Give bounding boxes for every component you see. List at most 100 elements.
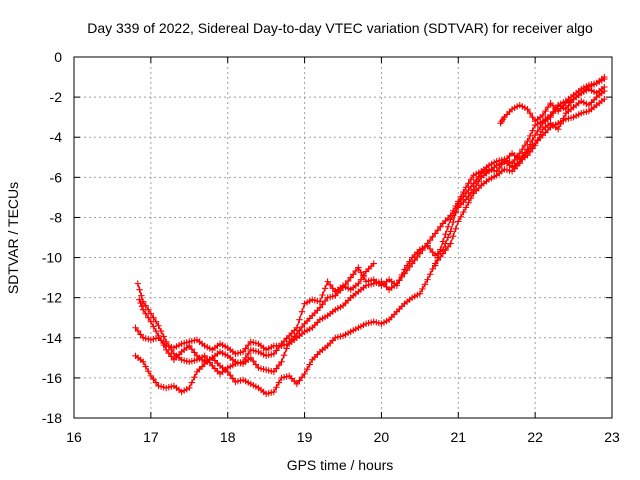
data-point <box>426 245 434 253</box>
data-point <box>242 345 249 352</box>
data-point <box>393 280 400 287</box>
data-point <box>355 280 362 287</box>
data-point <box>247 354 254 362</box>
data-point <box>424 276 431 283</box>
data-point <box>419 247 426 254</box>
series-5 <box>432 87 608 269</box>
data-point <box>280 351 288 359</box>
data-point <box>516 150 523 157</box>
series-4 <box>132 95 608 398</box>
data-point <box>245 341 252 349</box>
data-point <box>531 132 539 139</box>
axis-ticks <box>73 56 613 419</box>
data-point <box>155 322 162 329</box>
data-point <box>424 240 431 247</box>
data-point <box>321 297 329 305</box>
y-tick-label: -8 <box>50 209 63 225</box>
data-point <box>319 301 326 308</box>
x-tick-label: 18 <box>220 429 236 445</box>
data-point <box>539 111 547 119</box>
data-point <box>188 345 196 353</box>
x-tick-label: 20 <box>374 429 390 445</box>
data-point <box>224 368 231 376</box>
x-tick-label: 22 <box>527 429 543 445</box>
data-point <box>473 182 480 189</box>
data-point <box>152 379 160 386</box>
y-tick-label: -4 <box>50 129 63 145</box>
data-point <box>416 250 424 257</box>
data-point <box>534 128 541 135</box>
data-point <box>437 246 444 253</box>
x-axis-label: GPS time / hours <box>287 457 394 473</box>
data-point <box>339 284 347 291</box>
data-point <box>191 374 198 381</box>
tick-labels: 16 17 18 19 20 21 22 23 0 -2 -4 -6 -8 -10 -12 -14 -16 -18 <box>42 49 620 445</box>
series-line <box>137 263 375 375</box>
data-point <box>298 374 306 381</box>
data-point <box>434 226 441 234</box>
data-point <box>452 225 459 233</box>
data-point <box>524 138 531 145</box>
data-point <box>319 291 326 299</box>
data-point <box>419 285 426 293</box>
data-point <box>142 310 149 317</box>
data-point <box>270 368 278 376</box>
data-point <box>278 358 285 366</box>
data-point <box>434 254 441 261</box>
data-point <box>447 228 454 235</box>
data-point <box>191 349 198 356</box>
data-point <box>150 323 157 330</box>
data-point <box>444 243 452 251</box>
data-point <box>521 142 529 149</box>
data-point <box>465 192 472 200</box>
data-point <box>462 204 470 211</box>
data-point <box>531 142 539 149</box>
data-point <box>519 146 526 153</box>
data-point <box>168 353 175 360</box>
data-point <box>439 250 447 257</box>
data-point <box>273 365 280 372</box>
data-point <box>526 109 534 117</box>
data-point <box>296 327 303 334</box>
data-point <box>442 247 449 254</box>
x-tick-label: 17 <box>143 429 159 445</box>
data-point <box>186 384 193 392</box>
data-point <box>560 115 567 122</box>
data-point <box>439 238 447 245</box>
data-point <box>455 218 462 225</box>
data-point <box>403 267 411 274</box>
y-tick-label: -6 <box>50 169 63 185</box>
data-point <box>298 308 306 315</box>
data-point <box>293 380 301 388</box>
data-point <box>142 363 149 370</box>
data-point <box>134 327 142 335</box>
data-point <box>432 262 439 269</box>
data-point <box>416 290 424 297</box>
data-point <box>132 324 139 331</box>
series-group <box>132 73 608 398</box>
data-point <box>601 75 608 83</box>
data-point <box>298 323 306 331</box>
data-point <box>465 199 472 206</box>
data-point <box>350 271 357 278</box>
data-point <box>142 302 149 309</box>
data-point <box>245 350 252 358</box>
data-point <box>414 253 421 261</box>
data-point <box>250 357 257 365</box>
data-point <box>452 208 459 215</box>
data-point <box>152 327 160 335</box>
data-point <box>475 178 482 185</box>
y-tick-label: -10 <box>42 250 62 266</box>
x-tick-label: 21 <box>450 429 466 445</box>
data-point <box>449 212 457 219</box>
data-point <box>355 264 362 271</box>
data-point <box>524 105 531 113</box>
chart-title: Day 339 of 2022, Sidereal Day-to-day VTE… <box>87 20 593 36</box>
data-point <box>460 188 467 196</box>
data-point <box>145 314 152 321</box>
data-point <box>537 131 544 138</box>
data-point <box>270 350 278 358</box>
data-point <box>549 108 557 116</box>
data-point <box>357 269 365 276</box>
data-point <box>370 260 377 267</box>
